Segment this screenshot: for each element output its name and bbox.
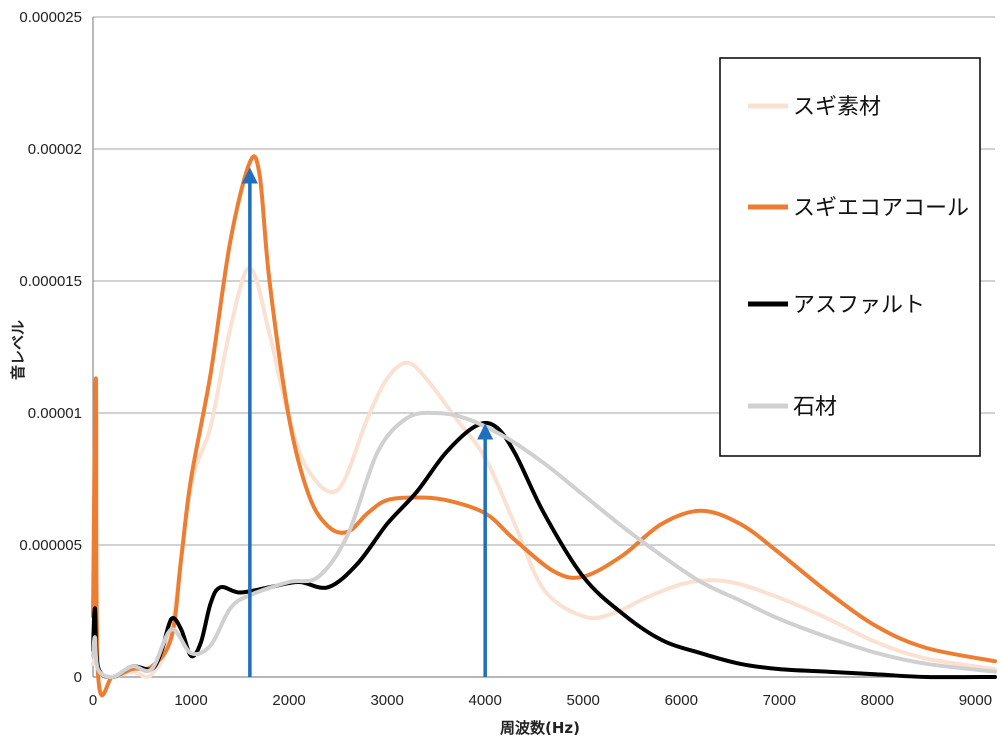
series-line-4 — [91, 410, 997, 680]
y-tick-label: 0 — [74, 669, 82, 686]
x-tick-label: 8000 — [861, 692, 894, 709]
legend-entry-2: スギエコアコール — [748, 196, 969, 221]
legend-label: スギエコアコール — [793, 196, 969, 221]
x-tick-label: 5000 — [567, 692, 600, 709]
annotation-arrow-2 — [477, 423, 494, 677]
x-tick-label: 6000 — [665, 692, 698, 709]
annotation-arrows — [241, 167, 494, 677]
x-tick-label: 2000 — [272, 692, 305, 709]
y-tick-label: 0.00001 — [28, 405, 82, 422]
x-tick-label: 3000 — [370, 692, 403, 709]
x-tick-label: 1000 — [174, 692, 207, 709]
legend-entry-4: 石材 — [748, 395, 837, 420]
legend-label: 石材 — [793, 395, 837, 420]
annotation-arrow-1 — [241, 167, 258, 677]
y-tick-label: 0.000005 — [19, 537, 82, 554]
x-tick-label: 0 — [89, 692, 97, 709]
y-axis-title: 音レベル — [9, 320, 27, 380]
x-tick-label: 4000 — [468, 692, 501, 709]
y-tick-label: 0.00002 — [28, 141, 82, 158]
x-tick-labels: 0 1000 2000 3000 4000 5000 6000 7000 8000 9000 — [89, 692, 992, 709]
legend-label: アスファルト — [793, 293, 925, 318]
legend-entry-1: スギ素材 — [748, 95, 881, 120]
x-tick-label: 7000 — [763, 692, 796, 709]
x-axis-title: 周波数(Hz) — [500, 719, 580, 737]
legend-label: スギ素材 — [793, 95, 881, 120]
y-tick-labels: 0 0.000005 0.00001 0.000015 0.00002 0.000025 — [19, 9, 82, 686]
legend-entry-3: アスファルト — [748, 293, 925, 318]
series-lines — [91, 154, 997, 698]
y-tick-label: 0.000025 — [19, 9, 82, 26]
y-tick-label: 0.000015 — [19, 273, 82, 290]
x-tick-label: 9000 — [959, 692, 992, 709]
legend-box — [719, 57, 981, 457]
